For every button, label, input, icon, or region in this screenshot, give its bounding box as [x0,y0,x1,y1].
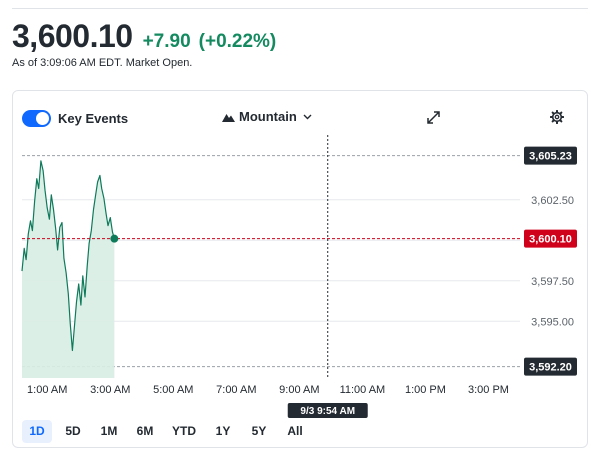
price-change-percent: (+0.22%) [198,31,277,52]
last-point [110,234,119,243]
expand-icon[interactable] [427,111,440,124]
y-tick-label: 3,602.50 [531,195,574,207]
key-events-label: Key Events [58,111,129,126]
top-divider [12,8,588,9]
x-tick-label: 1:00 PM [405,384,446,396]
range-tab-all[interactable]: All [287,424,303,438]
y-tick-label: 3,595.00 [531,316,574,328]
series-area [22,160,115,378]
chart-type-dropdown[interactable]: Mountain [222,109,312,124]
current-price-badge: 3,600.10 [529,234,572,246]
range-tab-1y[interactable]: 1Y [215,424,231,438]
chart-type-label: Mountain [239,109,297,124]
x-tick-label: 11:00 AM [340,384,386,396]
high-badge: 3,605.23 [529,151,572,163]
x-tick-label: 7:00 AM [216,384,256,396]
low-badge: 3,592.20 [529,362,572,374]
mountain-icon [222,113,235,122]
range-tab-5d[interactable]: 5D [65,424,81,438]
x-tick-label: 3:00 PM [468,384,509,396]
as-of-timestamp: As of 3:09:06 AM EDT. Market Open. [12,57,193,69]
key-events-toggle[interactable] [22,110,51,127]
x-tick-label: 9:00 AM [279,384,319,396]
range-tabs: 1D 5D 1M 6M YTD 1Y 5Y All [22,420,316,443]
crosshair-label-bg [287,403,368,418]
crosshair-time-label: 9/3 9:54 AM [300,406,355,417]
price-change: +7.90 [142,31,191,52]
low-badge-bg [524,357,577,376]
range-tab-6m[interactable]: 6M [136,424,154,438]
x-tick-label: 3:00 AM [90,384,130,396]
current-price: 3,600.10 [12,18,133,54]
range-tab-1d[interactable]: 1D [22,420,52,443]
range-tab-5y[interactable]: 5Y [251,424,267,438]
quote-header: 3,600.10 +7.90 (+0.22%) [12,18,276,55]
current-price-badge-bg [524,229,577,248]
y-tick-label: 3,597.50 [531,276,574,288]
gear-icon[interactable] [550,110,564,124]
x-tick-label: 1:00 AM [27,384,67,396]
x-tick-label: 5:00 AM [153,384,193,396]
chevron-down-icon [303,114,312,119]
range-tab-ytd[interactable]: YTD [172,424,196,438]
range-tab-1m[interactable]: 1M [100,424,118,438]
high-badge-bg [524,146,577,165]
series-line [21,160,115,352]
